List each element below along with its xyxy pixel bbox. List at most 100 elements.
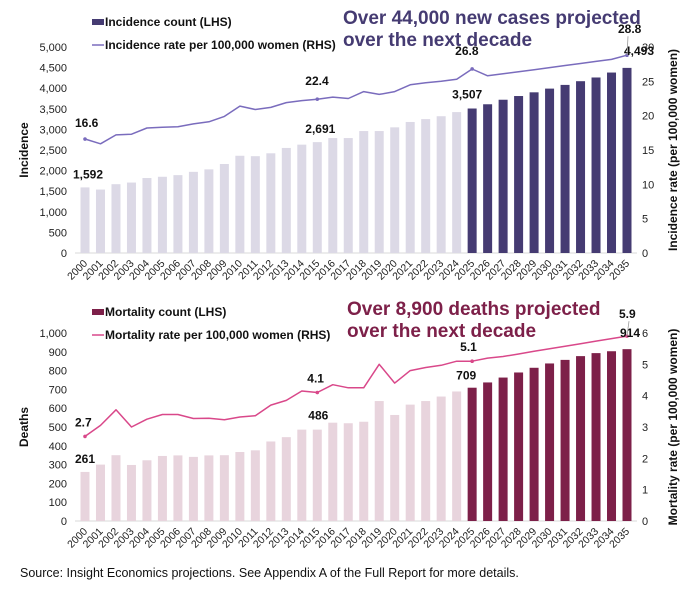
bar-2000 (80, 471, 90, 521)
bar-2008 (204, 455, 214, 521)
bar-2003 (126, 464, 136, 521)
bar-2009 (219, 164, 229, 253)
bar-2020 (390, 414, 400, 521)
bar-2025 (467, 108, 477, 253)
bar-2024 (452, 112, 462, 253)
y-tick-label: 100 (49, 497, 67, 509)
bar-2027 (498, 377, 508, 521)
y2-tick-label: 20 (642, 111, 654, 123)
y2-tick-label: 4 (642, 391, 648, 403)
bar-2018 (359, 131, 369, 253)
bar-2034 (607, 351, 617, 521)
y2-axis-title: Incidence rate (per 100,000 women) (666, 49, 680, 251)
chart-headline: over the next decade (347, 321, 536, 342)
rate-marker (470, 67, 474, 71)
bar-2005 (157, 176, 167, 253)
bar-data-label: 2,691 (305, 122, 335, 136)
y-tick-label: 800 (49, 366, 67, 378)
rate-line (84, 54, 628, 145)
bar-data-label: 486 (308, 409, 328, 423)
rate-data-label: 4.1 (307, 372, 324, 386)
bar-2019 (374, 401, 384, 521)
rate-marker (315, 97, 320, 101)
bar-2031 (560, 84, 570, 254)
bar-2020 (390, 127, 400, 253)
bar-2015 (312, 142, 322, 253)
legend-bar-swatch (92, 309, 104, 315)
bar-2024 (452, 391, 462, 521)
legend-line-label: Mortality rate per 100,000 women (RHS) (105, 328, 330, 342)
bar-2008 (204, 169, 214, 253)
rate-data-label: 16.6 (75, 116, 99, 130)
bar-2002 (111, 184, 121, 253)
y2-tick-label: 5 (642, 359, 648, 371)
bar-2004 (142, 178, 152, 253)
rate-data-label: 26.8 (455, 44, 479, 58)
bar-data-label: 4,493 (624, 44, 654, 58)
bar-2028 (514, 372, 524, 521)
y-tick-label: 5,000 (39, 42, 67, 54)
bar-2030 (545, 363, 555, 521)
bar-2006 (173, 175, 183, 253)
y2-tick-label: 1 (642, 485, 648, 497)
bar-2012 (266, 153, 276, 253)
y2-tick-label: 5 (642, 214, 648, 226)
bar-2012 (266, 441, 276, 521)
leader-line (626, 321, 630, 337)
y-tick-label: 4,500 (39, 63, 67, 75)
mortality-chart: 0 100 200 300 400 500 600 700 800 900 1,000 0 1 2 3 4 5 6… (17, 299, 680, 551)
y-tick-label: 500 (49, 227, 67, 239)
chart-headline: over the next decade (343, 30, 532, 51)
bar-2018 (359, 421, 369, 521)
rate-marker (625, 334, 629, 338)
bar-2019 (374, 131, 384, 253)
bar-2023 (436, 396, 446, 521)
y-tick-label: 0 (61, 248, 67, 260)
bar-2005 (157, 455, 167, 521)
legend-bar-label: Incidence count (LHS) (105, 15, 232, 29)
y2-tick-label: 25 (642, 76, 654, 88)
rate-marker (83, 137, 87, 141)
y2-tick-label: 3 (642, 422, 648, 434)
incidence-chart: 0 500 1,000 1,500 2,000 2,500 3,000 3,500 4,000 4… (17, 8, 680, 283)
bar-2001 (95, 464, 105, 521)
bar-2010 (235, 452, 245, 521)
bar-2025 (467, 387, 477, 521)
y-tick-label: 200 (49, 478, 67, 490)
y2-tick-label: 0 (642, 248, 648, 260)
rate-data-label: 22.4 (305, 74, 329, 88)
y-tick-label: 600 (49, 403, 67, 415)
bar-2029 (529, 367, 539, 521)
rate-data-label: 2.7 (75, 415, 92, 429)
y-tick-label: 900 (49, 347, 67, 359)
y-tick-label: 1,000 (39, 207, 67, 219)
bar-2013 (281, 437, 291, 521)
legend-bar-swatch (92, 19, 104, 25)
y-tick-label: 3,500 (39, 104, 67, 116)
bar-2010 (235, 155, 245, 253)
bar-2027 (498, 99, 508, 254)
bar-2015 (312, 429, 322, 521)
y-tick-label: 4,000 (39, 83, 67, 95)
bar-2029 (529, 92, 539, 253)
leader-line (626, 36, 629, 56)
bar-2026 (483, 382, 493, 521)
bar-2013 (281, 147, 291, 253)
y-tick-label: 1,000 (39, 328, 67, 340)
bar-2003 (126, 182, 136, 253)
bar-2023 (436, 116, 446, 253)
bar-2022 (421, 401, 431, 521)
y-tick-label: 2,000 (39, 166, 67, 178)
bar-2000 (80, 187, 90, 253)
bar-2002 (111, 455, 121, 521)
bar-2031 (560, 359, 570, 521)
bar-2026 (483, 104, 493, 253)
bar-data-label: 709 (456, 369, 476, 383)
bar-2021 (405, 121, 415, 253)
bar-2035 (622, 349, 632, 521)
y-tick-label: 3,000 (39, 124, 67, 136)
bar-2035 (622, 67, 632, 253)
y-tick-label: 500 (49, 422, 67, 434)
bar-2007 (188, 456, 198, 521)
rate-marker (470, 359, 474, 364)
